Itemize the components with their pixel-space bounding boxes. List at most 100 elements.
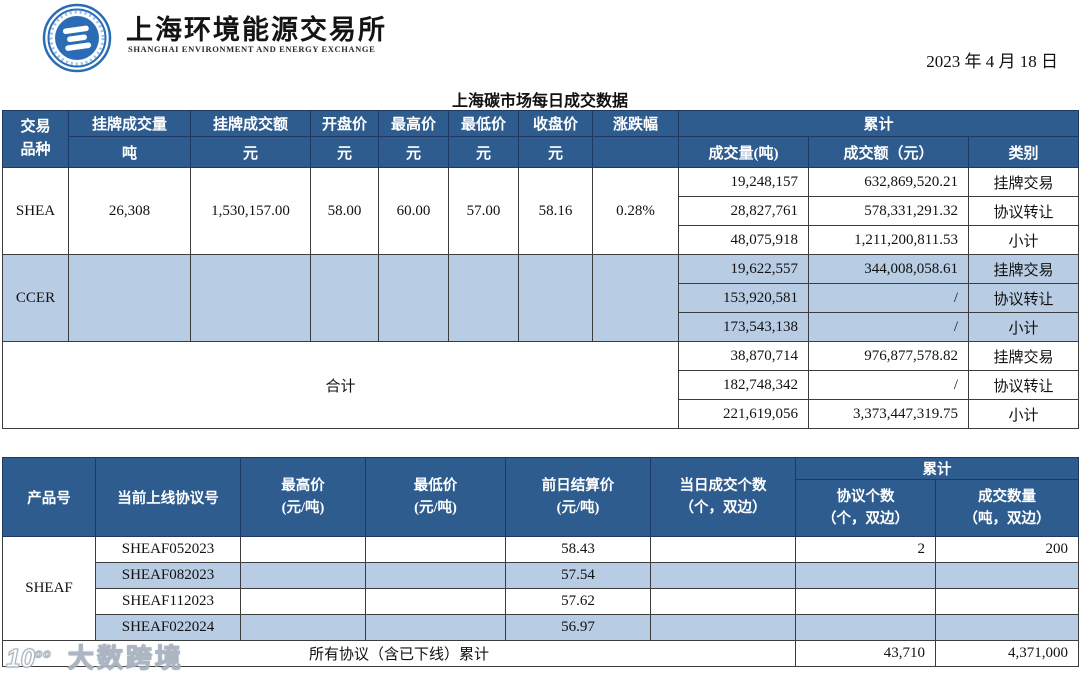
agreement-id: SHEAF112023 <box>95 588 241 615</box>
agreement-cum-qty <box>935 614 1079 641</box>
col-unit-listed-amount: 元 <box>190 136 311 168</box>
col-header-open: 开盘价 <box>310 110 379 137</box>
col-header-cum-volume: 成交量(吨) <box>678 136 809 168</box>
agreement-high <box>240 614 366 641</box>
total-cum-amount: / <box>808 370 969 400</box>
total-cum-volume: 182,748,342 <box>678 370 809 400</box>
daily-market-table: 交易 品种 挂牌成交量 挂牌成交额 开盘价 最高价 最低价 收盘价 涨跌幅 累计… <box>2 110 1079 429</box>
col-unit-close: 元 <box>518 136 593 168</box>
agreement-low <box>365 588 506 615</box>
agreement-settle: 58.43 <box>505 536 651 563</box>
ccer-listed-amount <box>190 254 311 342</box>
agreement-cum-qty <box>935 588 1079 615</box>
agreement-cum-count <box>795 614 936 641</box>
table-row: 28,827,761 578,331,291.32 协议转让 <box>3 196 1079 226</box>
shea-cum-amount: 632,869,520.21 <box>808 167 969 197</box>
col-unit-open: 元 <box>310 136 379 168</box>
col-header-listed-volume: 挂牌成交量 <box>68 110 191 137</box>
table-row: SHEAF082023 57.54 <box>3 562 1079 589</box>
ccer-cum-category: 协议转让 <box>968 283 1079 313</box>
shea-low: 57.00 <box>448 167 519 255</box>
variety-ccer: CCER <box>2 254 69 342</box>
ccer-open <box>310 254 379 342</box>
ccer-change <box>592 254 679 342</box>
shea-cum-category: 协议转让 <box>968 196 1079 226</box>
ccer-cum-amount: / <box>808 283 969 313</box>
total-cum-category: 协议转让 <box>968 370 1079 400</box>
report-title: 上海碳市场每日成交数据 <box>451 93 628 110</box>
agreement-daily-count <box>650 614 796 641</box>
agreement-cum-count: 2 <box>795 536 936 563</box>
variety-shea: SHEA <box>2 167 69 255</box>
ccer-cum-volume: 173,543,138 <box>678 312 809 342</box>
shea-cum-category: 小计 <box>968 225 1079 255</box>
col-header-agreement: 当前上线协议号 <box>95 457 241 537</box>
shea-cum-volume: 28,827,761 <box>678 196 809 226</box>
table-row: 合计 38,870,714 976,877,578.82 挂牌交易 <box>2 341 1079 429</box>
total-cum-volume: 38,870,714 <box>678 341 809 371</box>
col-header-variety: 交易 品种 <box>2 110 69 168</box>
all-agreements-cum-count: 43,710 <box>795 640 936 667</box>
total-cum-volume: 221,619,056 <box>678 399 809 429</box>
table-row: CCER 19,622,557 344,008,058.61 挂牌交易 <box>2 254 1079 342</box>
col-header-close: 收盘价 <box>518 110 593 137</box>
col-header-product: 产品号 <box>2 457 96 537</box>
agreement-cum-count <box>795 562 936 589</box>
total-label: 合计 <box>2 341 679 429</box>
watermark-text: 大数跨境 <box>67 642 184 673</box>
report-date: 2023 年 4 月 18 日 <box>926 52 1058 71</box>
shea-cum-category: 挂牌交易 <box>968 167 1079 197</box>
col-header-change: 涨跌幅 <box>592 110 679 137</box>
total-cum-amount: 976,877,578.82 <box>808 341 969 371</box>
agreement-settle: 57.54 <box>505 562 651 589</box>
agreement-daily-count <box>650 562 796 589</box>
agreement-settle: 57.62 <box>505 588 651 615</box>
shea-high: 60.00 <box>378 167 449 255</box>
ccer-cum-amount: / <box>808 312 969 342</box>
table-row: 48,075,918 1,211,200,811.53 小计 <box>3 225 1079 255</box>
shea-open: 58.00 <box>310 167 379 255</box>
col-header-listed-amount: 挂牌成交额 <box>190 110 311 137</box>
table-row: 153,920,581 / 协议转让 <box>3 283 1079 313</box>
shea-close: 58.16 <box>518 167 593 255</box>
watermark-logo-icon: 10oo <box>5 642 52 673</box>
col-unit-low: 元 <box>448 136 519 168</box>
table-row: SHEA 26,308 1,530,157.00 58.00 60.00 57.… <box>2 167 1079 255</box>
agreement-daily-count <box>650 588 796 615</box>
shea-cum-amount: 1,211,200,811.53 <box>808 225 969 255</box>
shea-listed-volume: 26,308 <box>68 167 191 255</box>
col-header-category: 类别 <box>968 136 1079 168</box>
table-row: 173,543,138 / 小计 <box>3 312 1079 342</box>
col-unit-change <box>592 136 679 168</box>
ccer-listed-volume <box>68 254 191 342</box>
agreement-low <box>365 562 506 589</box>
col-header-cum-qty: 成交数量 （吨，双边） <box>935 479 1079 537</box>
agreement-id: SHEAF022024 <box>95 614 241 641</box>
total-cum-amount: 3,373,447,319.75 <box>808 399 969 429</box>
shea-listed-amount: 1,530,157.00 <box>190 167 311 255</box>
col-unit-listed-volume: 吨 <box>68 136 191 168</box>
ccer-cum-category: 小计 <box>968 312 1079 342</box>
col-header-cumulative: 累计 <box>678 110 1079 137</box>
all-agreements-cum-qty: 4,371,000 <box>935 640 1079 667</box>
ccer-close <box>518 254 593 342</box>
ccer-cum-category: 挂牌交易 <box>968 254 1079 284</box>
table-row: SHEAF112023 57.62 <box>3 588 1079 615</box>
agreement-high <box>240 562 366 589</box>
table-row: SHEAF022024 56.97 <box>3 614 1079 641</box>
ccer-cum-volume: 19,622,557 <box>678 254 809 284</box>
shea-cum-amount: 578,331,291.32 <box>808 196 969 226</box>
agreement-low <box>365 614 506 641</box>
agreement-id: SHEAF052023 <box>95 536 241 563</box>
org-name: 上海环境能源交易所 <box>126 15 387 45</box>
agreement-settle: 56.97 <box>505 614 651 641</box>
col-header-high: 最高价 (元/吨) <box>240 457 366 537</box>
col-header-high: 最高价 <box>378 110 449 137</box>
agreement-cum-qty <box>935 562 1079 589</box>
agreement-low <box>365 536 506 563</box>
table-row: 182,748,342 / 协议转让 <box>3 370 1079 400</box>
col-header-cum-count: 协议个数 （个，双边） <box>795 479 936 537</box>
agreement-high <box>240 588 366 615</box>
table-row: 221,619,056 3,373,447,319.75 小计 <box>3 399 1079 429</box>
col-header-cum-amount: 成交额（元） <box>808 136 969 168</box>
